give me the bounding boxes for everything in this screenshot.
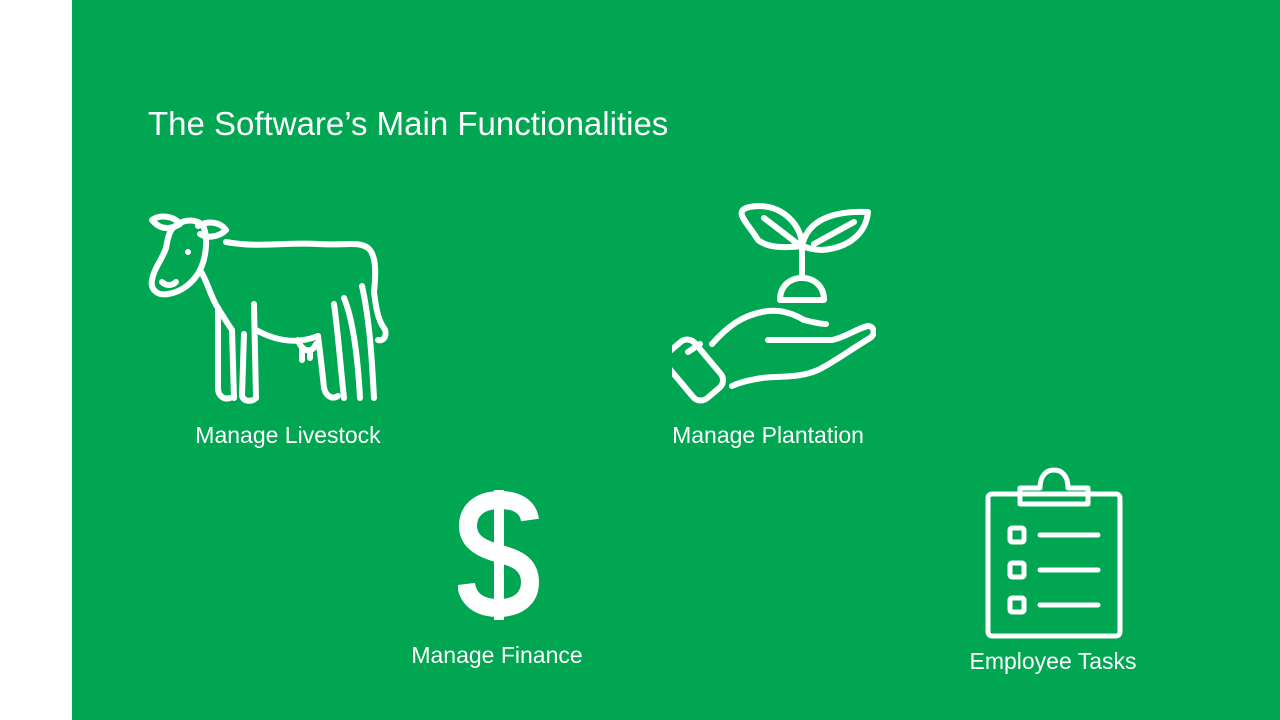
feature-label: Manage Finance (411, 642, 583, 668)
slide-title: The Software’s Main Functionalities (148, 105, 669, 142)
dollar-sign-icon (458, 490, 539, 620)
cow-icon (148, 213, 389, 404)
feature-label: Manage Livestock (195, 422, 381, 448)
hand-sprout-icon (672, 203, 876, 404)
feature-label: Employee Tasks (969, 648, 1137, 674)
feature-label: Manage Plantation (672, 422, 864, 448)
clipboard-checklist-icon (985, 467, 1123, 639)
slide-background (72, 0, 1280, 720)
